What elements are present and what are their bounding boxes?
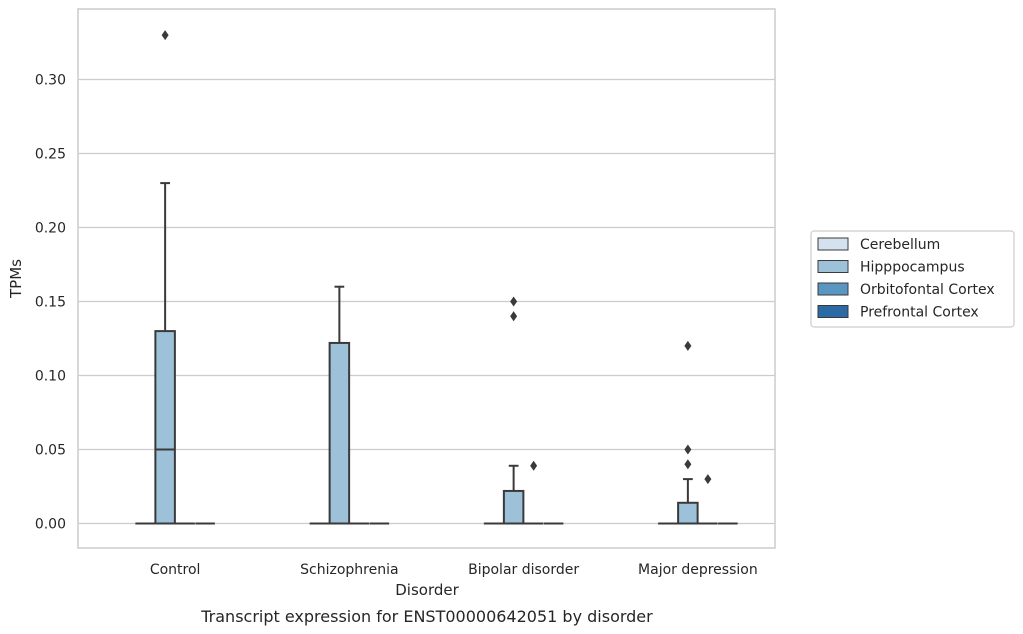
- box-bipolar-disorder-hipppocampus: [502, 296, 525, 525]
- legend-swatch: [817, 305, 849, 318]
- box-schizophrenia-hipppocampus: [328, 285, 351, 525]
- box-body: [502, 489, 525, 525]
- box-bipolar-disorder-orbitofontal-cortex: [523, 460, 544, 525]
- outlier-point-0: [161, 30, 169, 41]
- legend-label: Prefrontal Cortex: [860, 305, 979, 321]
- legend-label: Hipppocampus: [860, 260, 965, 276]
- box-control-hipppocampus: [154, 30, 176, 525]
- box-body: [328, 341, 351, 525]
- x-tick-label-major-depression: Major depression: [638, 562, 758, 578]
- box-body: [677, 501, 699, 525]
- x-axis-label: Disorder: [395, 581, 459, 599]
- grid-lines: [78, 78, 775, 525]
- chart-caption: Transcript expression for ENST0000064205…: [200, 607, 653, 626]
- x-tick-label-bipolar-disorder: Bipolar disorder: [468, 562, 579, 578]
- y-tick-label-5: 0.25: [35, 147, 66, 163]
- plot-frame: [77, 8, 776, 549]
- outlier-point-2: [684, 340, 692, 351]
- outlier-point-1: [510, 296, 518, 307]
- y-tick-label-1: 0.05: [35, 443, 66, 459]
- x-tick-label-control: Control: [150, 562, 201, 578]
- box-major-depression-orbitofontal-cortex: [698, 474, 718, 525]
- x-tick-labels: Control Schizophrenia Bipolar disorder Majo…: [150, 562, 758, 578]
- outlier-point-0: [684, 459, 692, 470]
- y-tick-label-4: 0.20: [35, 221, 66, 237]
- outlier-point-0: [510, 311, 518, 322]
- legend-item-hipppocampus: Hipppocampus: [817, 260, 965, 276]
- legend-swatch: [817, 260, 849, 273]
- y-tick-label-2: 0.10: [35, 369, 66, 385]
- y-tick-label-0: 0.00: [35, 517, 66, 533]
- legend-frame: [810, 230, 1015, 328]
- outlier-point-0: [704, 474, 712, 485]
- outlier-point-1: [684, 444, 692, 455]
- legend-label: Cerebellum: [860, 237, 940, 253]
- box-plot-boxes: [135, 30, 738, 525]
- legend-swatch: [817, 282, 849, 296]
- x-tick-label-schizophrenia: Schizophrenia: [300, 562, 398, 578]
- legend-item-prefrontal-cortex: Prefrontal Cortex: [817, 305, 979, 321]
- legend-label: Orbitofontal Cortex: [860, 282, 995, 298]
- y-tick-labels: 0.00 0.05 0.10 0.15 0.20 0.25 0.30: [35, 73, 66, 533]
- legend-swatch: [817, 237, 849, 251]
- legend-item-orbitofontal-cortex: Orbitofontal Cortex: [817, 282, 995, 298]
- box-body: [154, 330, 176, 525]
- legend: Cerebellum Hipppocampus Orbitofontal Corte…: [810, 230, 1015, 328]
- outlier-point-0: [530, 460, 538, 471]
- legend-item-cerebellum: Cerebellum: [817, 237, 940, 253]
- y-tick-label-3: 0.15: [35, 295, 66, 311]
- y-axis-label: TPMs: [7, 259, 25, 299]
- box-major-depression-hipppocampus: [677, 340, 699, 525]
- y-tick-label-6: 0.30: [35, 73, 66, 89]
